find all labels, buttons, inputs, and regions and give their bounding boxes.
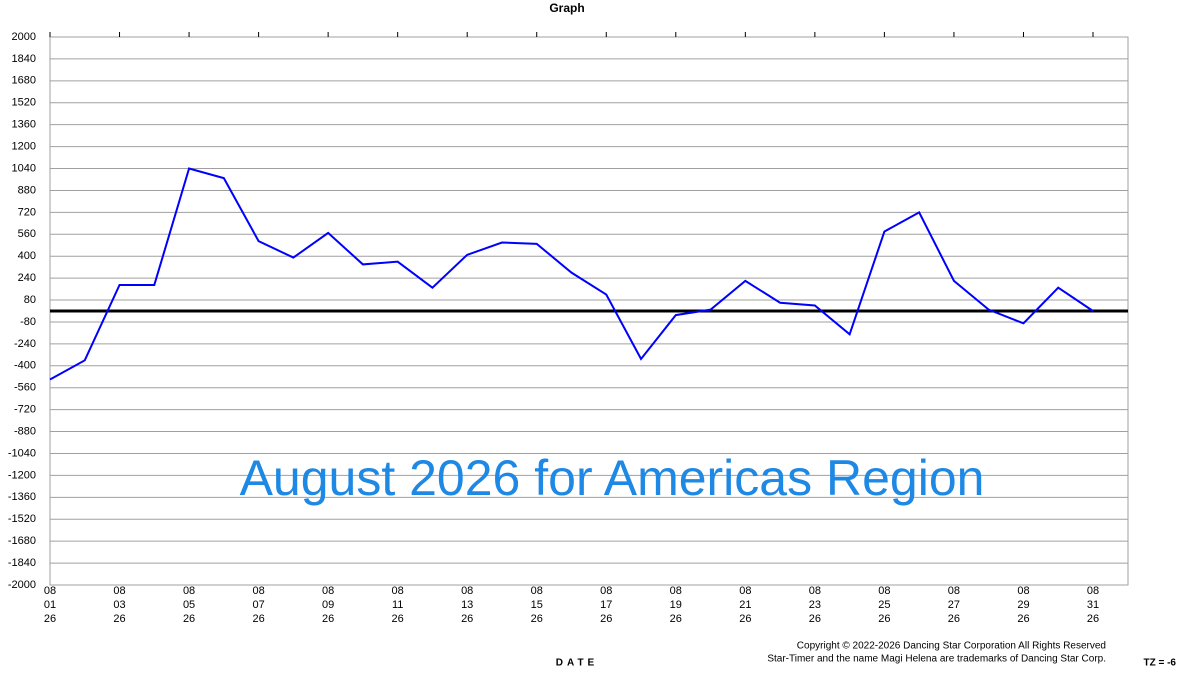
x-axis-label: DATE [556, 658, 598, 669]
x-tick-label: 19 [670, 599, 682, 611]
trademark: Star-Timer and the name Magi Helena are … [767, 654, 1106, 665]
x-tick-label: 31 [1087, 599, 1099, 611]
y-tick-label: -80 [20, 316, 36, 328]
y-tick-label: 880 [18, 184, 36, 196]
y-tick-label: 1840 [12, 53, 36, 65]
y-tick-label: -400 [14, 360, 36, 372]
x-tick-label: 26 [878, 613, 890, 625]
x-tick-label: 26 [322, 613, 334, 625]
x-tick-label: 07 [252, 599, 264, 611]
x-tick-label: 08 [948, 585, 960, 597]
x-tick-label: 26 [113, 613, 125, 625]
x-tick-label: 08 [809, 585, 821, 597]
x-tick-label: 08 [392, 585, 404, 597]
y-tick-label: -240 [14, 338, 36, 350]
copyright: Copyright © 2022-2026 Dancing Star Corpo… [797, 641, 1106, 652]
x-tick-label: 08 [252, 585, 264, 597]
y-tick-label: 560 [18, 228, 36, 240]
x-tick-label: 26 [461, 613, 473, 625]
y-tick-label: 1680 [12, 75, 36, 87]
y-tick-label: -880 [14, 425, 36, 437]
x-tick-label: 08 [322, 585, 334, 597]
x-tick-label: 05 [183, 599, 195, 611]
x-tick-label: 08 [670, 585, 682, 597]
x-tick-label: 17 [600, 599, 612, 611]
x-tick-label: 21 [739, 599, 751, 611]
y-tick-label: 400 [18, 250, 36, 262]
x-tick-label: 26 [1087, 613, 1099, 625]
y-tick-label: 240 [18, 272, 36, 284]
x-tick-label: 26 [600, 613, 612, 625]
x-tick-label: 03 [113, 599, 125, 611]
x-tick-label: 01 [44, 599, 56, 611]
x-tick-label: 26 [739, 613, 751, 625]
x-tick-label: 13 [461, 599, 473, 611]
y-tick-label: -560 [14, 382, 36, 394]
y-tick-label: 1520 [12, 97, 36, 109]
x-tick-label: 26 [531, 613, 543, 625]
y-tick-label: -1840 [8, 557, 36, 569]
x-tick-label: 26 [948, 613, 960, 625]
y-tick-label: -1520 [8, 513, 36, 525]
y-tick-label: -1200 [8, 469, 36, 481]
y-tick-label: 80 [24, 294, 36, 306]
x-tick-label: 15 [531, 599, 543, 611]
data-line [49, 167, 1094, 381]
x-tick-label: 09 [322, 599, 334, 611]
x-tick-label: 26 [183, 613, 195, 625]
y-tick-label: 720 [18, 206, 36, 218]
x-tick-label: 08 [183, 585, 195, 597]
y-tick-label: -1040 [8, 447, 36, 459]
chart-title: Graph [549, 1, 584, 15]
x-tick-label: 08 [1017, 585, 1029, 597]
x-tick-label: 26 [44, 613, 56, 625]
y-tick-label: -720 [14, 404, 36, 416]
x-tick-label: 26 [670, 613, 682, 625]
x-tick-label: 26 [252, 613, 264, 625]
x-tick-label: 26 [1017, 613, 1029, 625]
x-tick-label: 08 [739, 585, 751, 597]
timezone: TZ = -6 [1143, 658, 1176, 669]
x-tick-label: 08 [600, 585, 612, 597]
x-tick-label: 11 [392, 599, 403, 611]
y-tick-label: 1200 [12, 141, 36, 153]
x-tick-label: 08 [1087, 585, 1099, 597]
x-tick-label: 26 [809, 613, 821, 625]
x-tick-label: 08 [113, 585, 125, 597]
x-tick-label: 08 [44, 585, 56, 597]
y-tick-label: 1040 [12, 162, 36, 174]
x-tick-label: 26 [392, 613, 404, 625]
y-tick-label: -1360 [8, 491, 36, 503]
overlay-title: August 2026 for Americas Region [240, 450, 985, 506]
x-tick-label: 08 [878, 585, 890, 597]
x-tick-label: 29 [1017, 599, 1029, 611]
x-tick-label: 08 [461, 585, 473, 597]
y-tick-label: -1680 [8, 535, 36, 547]
x-tick-label: 08 [531, 585, 543, 597]
y-tick-label: 1360 [12, 119, 36, 131]
x-tick-label: 25 [878, 599, 890, 611]
y-tick-label: 2000 [12, 31, 36, 43]
x-tick-label: 23 [809, 599, 821, 611]
y-tick-label: -2000 [8, 579, 36, 591]
x-tick-label: 27 [948, 599, 960, 611]
